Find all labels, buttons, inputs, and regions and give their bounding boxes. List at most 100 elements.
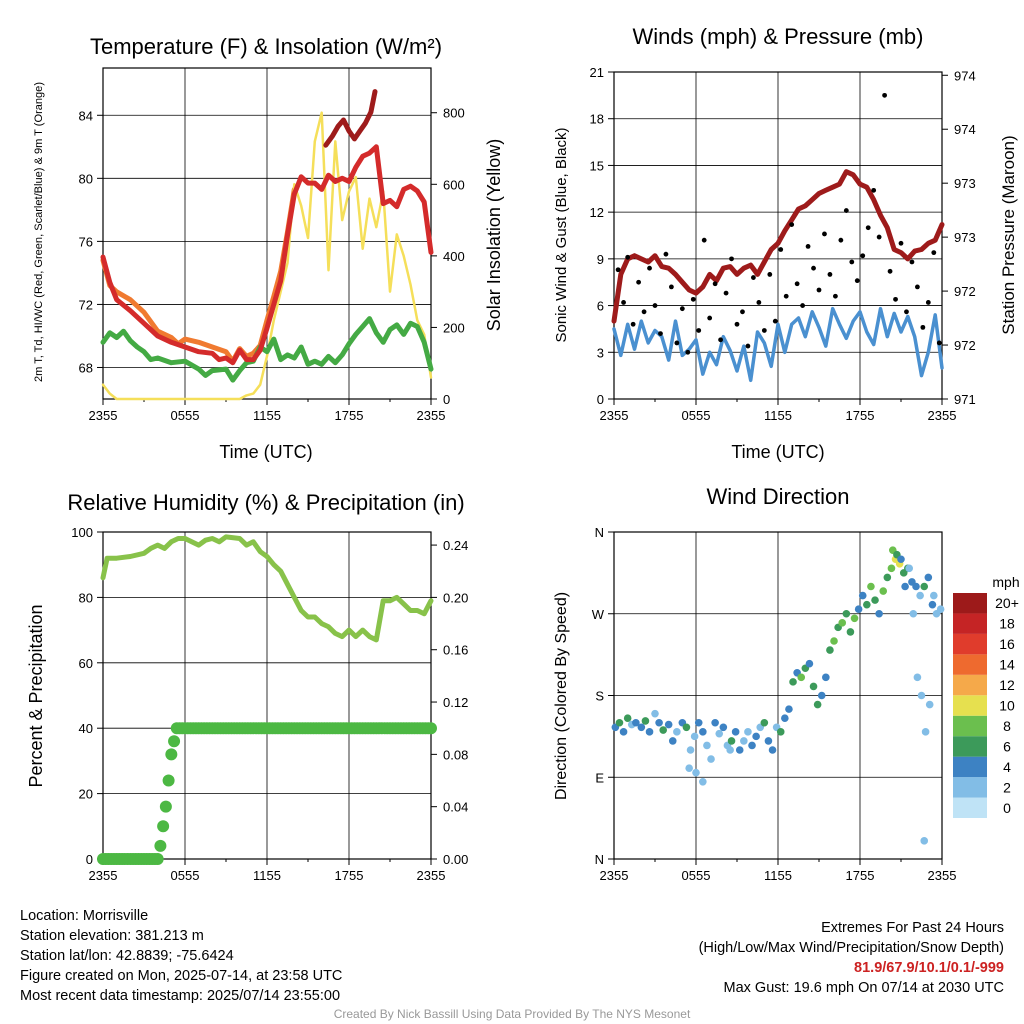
- gust-point: [756, 300, 762, 305]
- direction-point: [830, 637, 838, 645]
- y2-tick-label: 0: [443, 392, 450, 407]
- y2-tick-label: 974: [954, 122, 976, 137]
- direction-point: [901, 582, 909, 591]
- direction-point: [703, 741, 711, 750]
- gust-point: [652, 303, 658, 308]
- x-tick-label: 0555: [171, 868, 200, 883]
- direction-point: [719, 723, 728, 732]
- extremes-subtitle: (High/Low/Max Wind/Precipitation/Snow De…: [698, 940, 1004, 956]
- gust-point: [761, 328, 767, 333]
- gust-point: [729, 256, 734, 262]
- gust-point: [925, 300, 931, 305]
- x-tick-label: 2355: [928, 408, 957, 423]
- direction-point: [905, 564, 913, 573]
- humidity-plot-area: 2355 0555 1155 1755 23550204060801000.000.04…: [71, 525, 468, 883]
- x-tick-label: 1755: [846, 408, 875, 423]
- colorbar-swatch: [953, 674, 987, 696]
- colorbar-label: 6: [1003, 738, 1011, 754]
- precip-point: [425, 722, 437, 735]
- x-tick-label: 0555: [171, 408, 200, 423]
- gust-point: [887, 268, 893, 274]
- extremes-title: Extremes For Past 24 Hours: [821, 920, 1004, 936]
- direction-point: [813, 700, 822, 709]
- direction-point: [850, 614, 859, 623]
- colorbar-label: 0: [1003, 800, 1011, 816]
- direction-point: [805, 659, 814, 668]
- x-tick-label: 1155: [764, 868, 792, 883]
- gust-point: [915, 284, 920, 290]
- precip-point: [168, 735, 181, 748]
- direction-point: [867, 582, 875, 591]
- y-tick-label: 80: [79, 171, 93, 186]
- direction-point: [764, 737, 773, 745]
- direction-point: [789, 678, 797, 686]
- gust-point: [849, 259, 855, 265]
- direction-point: [875, 609, 883, 618]
- wind-direction-ylabel: Direction (Colored By Speed): [553, 592, 570, 800]
- precip-point: [162, 774, 175, 787]
- x-tick-label: 0555: [682, 408, 711, 423]
- y2-tick-label: 0.00: [443, 852, 468, 867]
- colorbar-label: 4: [1003, 759, 1011, 775]
- gust-point: [816, 287, 822, 293]
- direction-point: [897, 555, 905, 564]
- gust-point: [936, 340, 942, 346]
- direction-point: [673, 728, 681, 736]
- series-wind: [612, 306, 944, 383]
- direction-point: [854, 605, 863, 614]
- gust-point: [833, 293, 838, 299]
- colorbar-swatch: [953, 797, 987, 818]
- elevation-text: Station elevation: 381.213 m: [20, 928, 204, 944]
- created-text: Figure created on Mon, 2025-07-14, at 23…: [20, 968, 343, 984]
- x-tick-label: 1755: [846, 868, 875, 883]
- colorbar-swatch: [953, 654, 987, 675]
- winds-panel: Winds (mph) & Pressure (mb) 2355 0555 1155…: [553, 24, 1018, 462]
- gust-point: [772, 318, 778, 324]
- gust-point: [876, 234, 882, 240]
- x-tick-label: 2355: [89, 408, 118, 423]
- x-tick-label: 1755: [335, 408, 364, 423]
- direction-point: [925, 700, 934, 709]
- direction-point: [651, 709, 659, 718]
- colorbar-swatch: [953, 593, 987, 614]
- y2-tick-label: 974: [954, 68, 976, 83]
- gust-point: [674, 340, 680, 346]
- x-tick-label: 1755: [335, 868, 364, 883]
- humidity-ylabel: Percent & Precipitation: [26, 604, 46, 787]
- direction-point: [735, 746, 744, 754]
- y2-tick-label: 0.20: [443, 590, 468, 605]
- direction-point: [785, 705, 793, 713]
- humidity-panel: Relative Humidity (%) & Precipitation (i…: [26, 490, 468, 883]
- direction-point: [690, 732, 699, 741]
- gust-point: [636, 279, 641, 285]
- colorbar-swatch: [953, 756, 987, 778]
- gust-point: [630, 321, 636, 327]
- x-tick-label: 1155: [253, 868, 281, 883]
- colorbar-swatch: [953, 777, 987, 798]
- direction-point: [916, 591, 924, 600]
- y-tick-label: W: [592, 607, 605, 622]
- direction-point: [797, 673, 806, 682]
- gust-point: [893, 296, 898, 302]
- gust-point: [789, 222, 795, 228]
- y-tick-label: 6: [597, 299, 604, 314]
- colorbar-label: 8: [1003, 718, 1011, 734]
- extremes-values: 81.9/67.9/10.1/0.1/-999: [854, 960, 1004, 976]
- temperature-plot-area: 2355 0555 1155 1755 2355 68 72 76 80 84 0 200 400 600…: [79, 67, 465, 423]
- y2-tick-label: 0.12: [443, 695, 468, 710]
- y2-tick-label: 200: [443, 320, 465, 335]
- y-tick-label: 18: [590, 112, 604, 127]
- gust-point: [625, 254, 631, 260]
- gust-point: [882, 92, 887, 98]
- gust-point: [827, 272, 833, 277]
- temperature-panel: Temperature (F) & Insolation (W/m²) 2355…: [33, 34, 504, 462]
- gust-point: [615, 267, 621, 273]
- direction-point: [694, 718, 703, 727]
- gust-point: [745, 343, 751, 349]
- gust-point: [767, 272, 773, 277]
- y-tick-label: 3: [597, 345, 604, 360]
- y-tick-label: 21: [590, 65, 604, 80]
- y-tick-label: 20: [79, 787, 93, 802]
- direction-point: [781, 714, 789, 723]
- y-tick-label: E: [595, 770, 604, 785]
